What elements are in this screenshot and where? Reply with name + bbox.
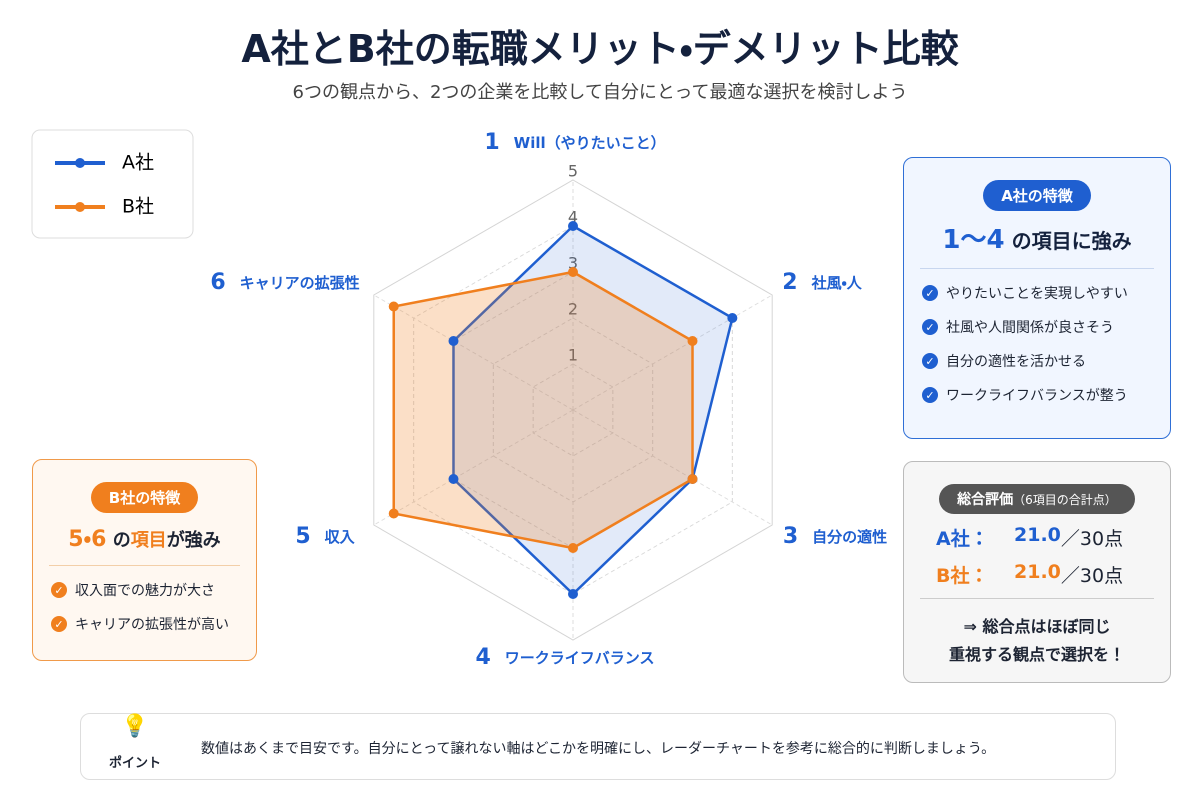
- item-text: ワークライフバランスが整う: [946, 388, 1128, 404]
- score: 21.0: [1014, 524, 1061, 546]
- subtitle: 6つの観点から、2つの企業を比較して自分にとって最適な選択を検討しよう: [292, 82, 908, 103]
- data-point: [687, 474, 698, 484]
- data-point: [568, 221, 578, 231]
- icon-label: ポイント: [109, 756, 162, 771]
- legend-box: [31, 129, 194, 239]
- check-icon: ✓: [922, 387, 938, 403]
- headline-rest: が強み: [166, 530, 221, 551]
- footer-text: 数値はあくまで目安です。自分にとって譲れない軸はどこかを明確にし、レーダーチャー…: [201, 741, 996, 757]
- check-icon: ✓: [51, 582, 67, 598]
- data-point: [568, 267, 578, 277]
- data-point: [448, 474, 459, 484]
- axis-label: 3 自分の適性: [783, 524, 887, 549]
- headline-strong: 項目: [130, 530, 167, 551]
- list-item: ✓ 収入面での魅力が大さ: [51, 580, 256, 600]
- axis-number: 5: [295, 524, 310, 549]
- axis-label: 1 Will（やりたいこと）: [484, 130, 665, 155]
- score: 21.0: [1014, 561, 1061, 583]
- axis-number: 2: [782, 270, 797, 295]
- axis-line: [572, 409, 773, 526]
- item-text: やりたいことを実現しやすい: [946, 286, 1128, 302]
- axis-label: 5 収入: [295, 524, 354, 549]
- list-item: ✓ キャリアの拡張性が高い: [51, 614, 256, 634]
- summary: 総合評価（6項目の合計点） A社： 21.0 ／30点 B社： 21.0 ／30点 ⇒ 総…: [903, 461, 1171, 683]
- axis-number: 1: [484, 130, 499, 155]
- headline: 5・6 の項目が強み: [33, 521, 256, 553]
- legend-label: A社: [122, 152, 154, 174]
- list-item: ✓ やりたいことを実現しやすい: [922, 283, 1170, 303]
- list-item: ✓ ワークライフバランスが整う: [922, 385, 1170, 405]
- grid-ring: [373, 179, 773, 641]
- data-point: [388, 508, 399, 519]
- data-point: [568, 589, 578, 599]
- list-item: ✓ 自分の適性を活かせる: [922, 351, 1170, 371]
- headline-strong: 5・6: [68, 527, 107, 552]
- legend-dot: [75, 202, 85, 212]
- item-text: 自分の適性を活かせる: [946, 354, 1086, 370]
- badge-text: 総合評価: [957, 492, 1014, 508]
- check-icon: ✓: [922, 319, 938, 335]
- title: A社とB社の転職メリット・デメリット比較: [241, 27, 959, 71]
- headline: 1〜4 の項目に強み: [904, 219, 1170, 256]
- conclusion: ⇒ 総合点はほぼ同じ: [963, 617, 1111, 636]
- axis-line: [572, 294, 773, 411]
- check-icon: ✓: [922, 353, 938, 369]
- item-text: キャリアの拡張性が高い: [75, 617, 229, 633]
- axis-name: キャリアの拡張性: [240, 274, 360, 292]
- axis-name: 社風・人: [811, 274, 863, 292]
- score-row: A社： 21.0 ／30点: [936, 524, 1170, 551]
- axis-name: 自分の適性: [812, 528, 887, 546]
- axis-number: 3: [783, 524, 798, 549]
- axis-label: 4 ワークライフバランス: [475, 645, 654, 670]
- footer: 💡 ポイント 数値はあくまで目安です。自分にとって譲れない軸はどこかを明確にし、…: [80, 713, 1116, 780]
- check-icon: ✓: [51, 616, 67, 632]
- badge-note: （6項目の合計点）: [1013, 493, 1117, 507]
- axis-line: [373, 409, 574, 526]
- check-icon: ✓: [922, 285, 938, 301]
- conclusion: 重視する観点で選択を！: [948, 645, 1125, 664]
- score-label: A社：: [936, 528, 989, 550]
- panel-a: A社の特徴 1〜4 の項目に強み ✓ やりたいことを実現しやすい ✓ 社風や人間関係が…: [903, 157, 1171, 439]
- axis-number: 6: [210, 270, 225, 295]
- axis-label: 6 キャリアの拡張性: [210, 270, 359, 295]
- badge: 総合評価（6項目の合計点）: [939, 484, 1135, 514]
- data-point: [388, 301, 399, 312]
- data-point: [727, 313, 738, 323]
- axis-name: ワークライフバランス: [505, 649, 655, 667]
- bulb-icon: 💡: [121, 714, 149, 739]
- score-unit: ／30点: [1060, 528, 1124, 550]
- data-point: [687, 336, 698, 346]
- legend-label: B社: [122, 196, 154, 218]
- badge: B社の特徴: [90, 482, 199, 513]
- r-tick-label: 4: [568, 208, 578, 227]
- r-tick-label: 2: [568, 300, 578, 319]
- panel-b: B社の特徴 5・6 の項目が強み ✓ 収入面での魅力が大さ ✓ キャリアの拡張性が高い: [32, 459, 257, 661]
- badge: A社の特徴: [983, 180, 1091, 211]
- r-tick-label: 1: [568, 346, 578, 365]
- r-tick-label: 3: [568, 254, 578, 273]
- data-point: [568, 543, 578, 553]
- score-row: B社： 21.0 ／30点: [936, 561, 1170, 588]
- score-unit: ／30点: [1060, 565, 1124, 587]
- headline-rest: の項目に強み: [1011, 229, 1132, 253]
- axis-number: 4: [475, 645, 490, 670]
- legend-dot: [75, 158, 85, 168]
- headline-mid: の: [112, 530, 131, 551]
- score-label: B社：: [936, 565, 989, 587]
- axis-name: 収入: [325, 528, 355, 546]
- list-item: ✓ 社風や人間関係が良さそう: [922, 317, 1170, 337]
- r-tick-label: 5: [568, 162, 578, 181]
- item-text: 社風や人間関係が良さそう: [946, 320, 1114, 336]
- data-point: [448, 336, 459, 346]
- axis-name: Will（やりたいこと）: [514, 134, 666, 152]
- item-text: 収入面での魅力が大さ: [75, 583, 215, 599]
- axis-line: [373, 294, 574, 411]
- axis-label: 2 社風・人: [782, 270, 862, 295]
- headline-strong: 1〜4: [942, 225, 1005, 255]
